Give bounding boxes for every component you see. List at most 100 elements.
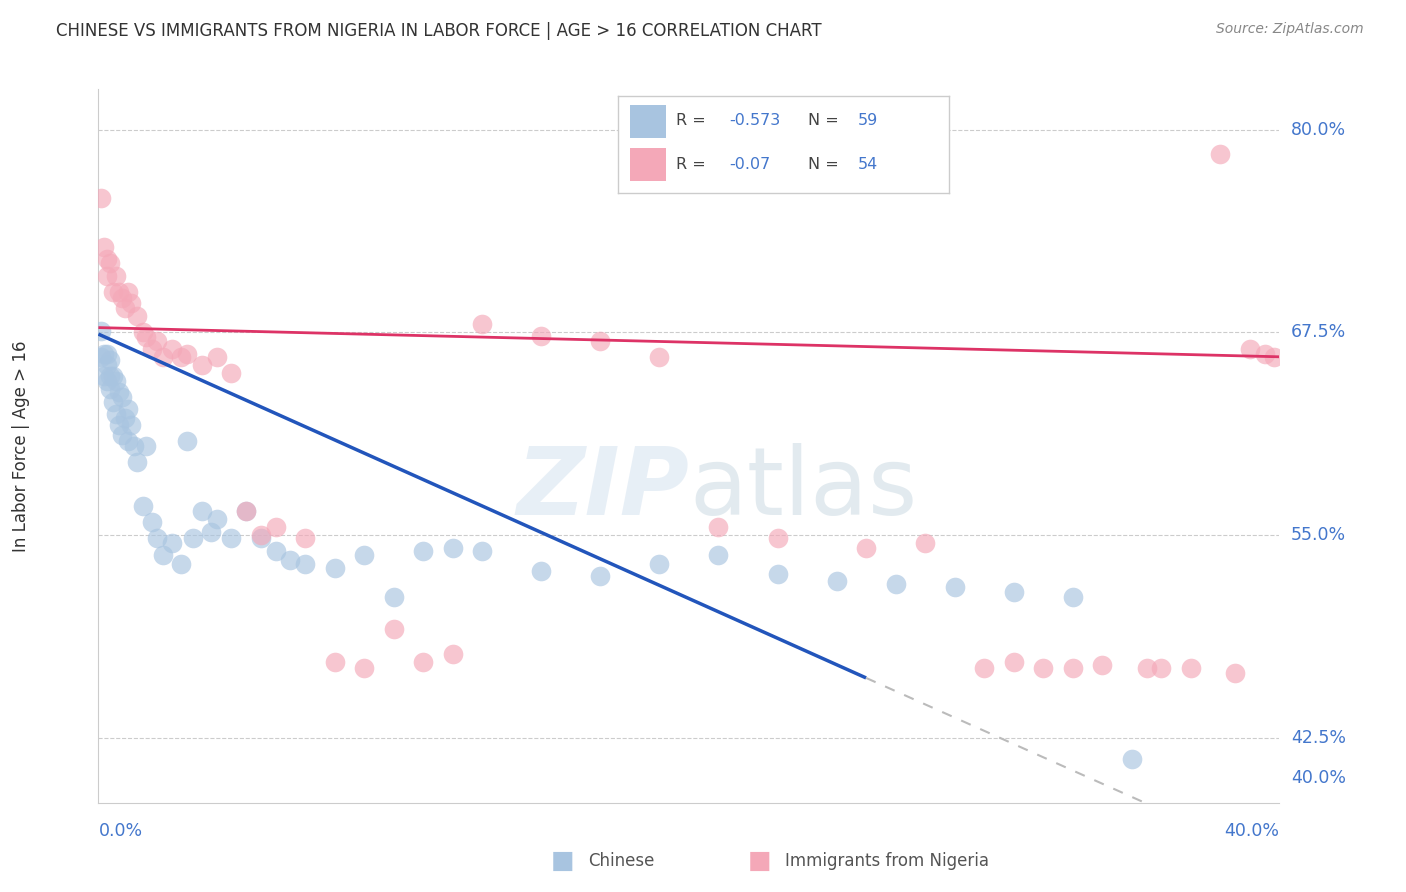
Point bbox=[125, 455, 148, 469]
Point bbox=[98, 353, 121, 368]
Point bbox=[98, 382, 121, 396]
Point bbox=[1150, 661, 1173, 675]
Point bbox=[93, 369, 115, 384]
Point bbox=[108, 417, 131, 432]
Point bbox=[96, 346, 118, 360]
Text: 42.5%: 42.5% bbox=[1291, 729, 1346, 747]
Point bbox=[96, 252, 118, 267]
Point bbox=[1091, 657, 1114, 672]
Point bbox=[294, 532, 316, 546]
Point bbox=[825, 574, 848, 588]
Point bbox=[589, 568, 612, 582]
Point bbox=[135, 330, 157, 344]
Text: In Labor Force | Age > 16: In Labor Force | Age > 16 bbox=[13, 340, 30, 552]
Text: ■: ■ bbox=[748, 849, 770, 872]
Point bbox=[973, 661, 995, 675]
Point bbox=[141, 342, 163, 356]
Text: Immigrants from Nigeria: Immigrants from Nigeria bbox=[785, 852, 988, 870]
Text: 80.0%: 80.0% bbox=[1291, 120, 1346, 139]
Point bbox=[103, 285, 125, 299]
Point bbox=[181, 532, 204, 546]
Text: ZIP: ZIP bbox=[516, 442, 689, 535]
Point bbox=[205, 512, 228, 526]
Point bbox=[353, 548, 375, 562]
Point bbox=[1062, 661, 1084, 675]
Point bbox=[884, 577, 907, 591]
Point bbox=[1223, 666, 1246, 681]
Point bbox=[471, 318, 494, 332]
Point bbox=[264, 544, 287, 558]
Point bbox=[176, 434, 198, 449]
Point bbox=[105, 407, 128, 421]
Point bbox=[235, 504, 257, 518]
Point bbox=[96, 268, 118, 283]
Point bbox=[117, 401, 139, 416]
Point bbox=[191, 358, 214, 372]
Point bbox=[323, 655, 346, 669]
Point bbox=[530, 564, 553, 578]
Text: 0.0%: 0.0% bbox=[98, 822, 142, 840]
Point bbox=[412, 655, 434, 669]
Point bbox=[707, 520, 730, 534]
Point bbox=[122, 439, 145, 453]
Point bbox=[294, 558, 316, 572]
Point bbox=[855, 541, 877, 556]
Point bbox=[1121, 752, 1143, 766]
Point bbox=[1002, 655, 1025, 669]
Point bbox=[152, 350, 174, 364]
Point bbox=[108, 385, 131, 400]
Point bbox=[120, 417, 142, 432]
Point bbox=[707, 548, 730, 562]
Text: 55.0%: 55.0% bbox=[1291, 526, 1346, 544]
Point bbox=[98, 256, 121, 270]
Point bbox=[191, 504, 214, 518]
Point bbox=[108, 285, 131, 299]
Text: 40.0%: 40.0% bbox=[1291, 770, 1346, 788]
Text: atlas: atlas bbox=[689, 442, 917, 535]
Point bbox=[111, 427, 134, 442]
Point bbox=[105, 374, 128, 388]
Point bbox=[114, 301, 136, 315]
Point bbox=[111, 390, 134, 404]
Point bbox=[93, 346, 115, 360]
Point bbox=[250, 532, 273, 546]
Point bbox=[1135, 661, 1157, 675]
Point bbox=[120, 296, 142, 310]
Point bbox=[530, 328, 553, 343]
Point bbox=[278, 552, 302, 566]
Point bbox=[170, 558, 193, 572]
Point bbox=[176, 346, 198, 360]
Point bbox=[412, 544, 434, 558]
Text: ■: ■ bbox=[551, 849, 574, 872]
Point bbox=[1002, 585, 1025, 599]
Point bbox=[1032, 661, 1054, 675]
Point bbox=[382, 590, 405, 604]
Point bbox=[1263, 350, 1285, 364]
Point bbox=[105, 268, 128, 283]
Point bbox=[117, 434, 139, 449]
Point bbox=[914, 536, 936, 550]
Point bbox=[93, 239, 115, 253]
Point bbox=[1062, 590, 1084, 604]
Point bbox=[90, 191, 112, 205]
Point bbox=[170, 350, 193, 364]
Point bbox=[111, 292, 134, 306]
Point bbox=[98, 369, 121, 384]
Point bbox=[323, 560, 346, 574]
Text: CHINESE VS IMMIGRANTS FROM NIGERIA IN LABOR FORCE | AGE > 16 CORRELATION CHART: CHINESE VS IMMIGRANTS FROM NIGERIA IN LA… bbox=[56, 22, 823, 40]
Point bbox=[117, 285, 139, 299]
Point bbox=[1239, 342, 1261, 356]
Point bbox=[162, 536, 183, 550]
Point bbox=[132, 326, 155, 340]
Point bbox=[219, 532, 242, 546]
Point bbox=[235, 504, 257, 518]
Point bbox=[152, 548, 174, 562]
Text: 40.0%: 40.0% bbox=[1225, 822, 1279, 840]
Point bbox=[766, 567, 789, 582]
Point bbox=[441, 541, 464, 556]
Point bbox=[146, 532, 169, 546]
Point bbox=[205, 350, 228, 364]
Point bbox=[96, 374, 118, 388]
Text: 67.5%: 67.5% bbox=[1291, 324, 1346, 342]
Point bbox=[135, 439, 157, 453]
